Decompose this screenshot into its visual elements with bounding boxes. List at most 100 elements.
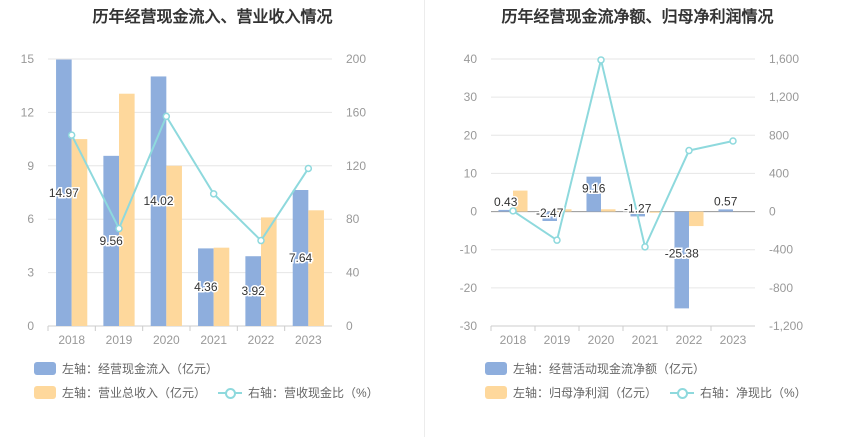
right-chart-panel: 历年经营现金流净额、归母净利润情况 -30 -20 -10 0 10 20 30 40 -1,2… [425, 0, 850, 437]
left-legend-bar2[interactable]: 左轴：营业总收入（亿元） [34, 384, 206, 401]
right-bar-series1 [542, 211, 557, 221]
legend-swatch-orange [485, 386, 507, 399]
right-legend-bar1[interactable]: 左轴：经营活动现金流净额（亿元） [485, 360, 705, 377]
left-legend-bar1[interactable]: 左轴：经营现金流入（亿元） [34, 360, 218, 377]
left-line-point [209, 190, 218, 198]
right-chart-title: 历年经营现金流净额、归母净利润情况 [501, 9, 774, 26]
right-data-label: -1.27 [624, 201, 652, 215]
right-legend-line[interactable]: 右轴：净现比（%） [670, 384, 807, 401]
right-data-label: 0.43 [494, 195, 518, 209]
right-bar-series2 [645, 211, 660, 213]
left-data-label: 3.92 [242, 284, 266, 298]
right-left-tick-label: 40 [464, 52, 478, 66]
left-legend-bar1-label: 左轴：经营现金流入（亿元） [62, 362, 219, 376]
right-left-tick-label: 20 [464, 128, 478, 142]
left-right-tick-label: 0 [346, 319, 353, 333]
right-left-tick-label: -20 [460, 281, 478, 295]
right-legend-line-label: 右轴：净现比（%） [700, 386, 807, 400]
left-bar-series2 [261, 217, 277, 326]
right-line-series [512, 59, 734, 250]
legend-line-marker-icon [218, 386, 242, 399]
left-bar-series1 [150, 76, 167, 326]
right-x-tick-label: 2022 [676, 333, 703, 347]
left-line-point [67, 131, 76, 139]
left-bar-series1 [103, 155, 119, 326]
legend-swatch-blue [485, 362, 507, 375]
right-x-tick-label: 2021 [632, 333, 659, 347]
left-bar-series1 [245, 256, 261, 326]
left-x-tick-label: 2021 [200, 333, 227, 347]
left-bar-series2 [71, 139, 88, 326]
right-left-tick-label: 0 [470, 205, 477, 219]
left-x-tick-label: 2019 [106, 333, 133, 347]
left-legend-line-label: 右轴：营收现金比（%） [248, 386, 379, 400]
right-bar-series2 [689, 211, 704, 227]
right-left-tick-label: -10 [460, 243, 478, 257]
right-right-tick-label: -400 [769, 243, 793, 257]
right-line-point [597, 56, 605, 64]
right-data-label: 9.16 [582, 182, 606, 196]
left-data-label: 14.02 [144, 194, 174, 208]
left-left-tick-label: 9 [27, 159, 34, 173]
left-line-point [162, 112, 171, 121]
right-legend-bar2-label: 左轴：归母净利润（亿元） [513, 386, 658, 400]
right-x-tick-label: 2020 [588, 333, 615, 347]
right-x-tick-label: 2023 [720, 333, 747, 347]
left-bar-series2 [308, 210, 324, 326]
left-data-label: 9.56 [100, 234, 124, 248]
left-line-point [257, 236, 265, 245]
right-data-label: 0.57 [714, 194, 738, 208]
left-data-label: 14.97 [49, 186, 79, 200]
left-x-tick-label: 2023 [295, 333, 322, 347]
left-chart-plot: 0 3 6 9 12 15 0 40 80 120 160 200 2018 2019 2020 2021 20… [21, 52, 367, 347]
right-bar-series2 [601, 209, 616, 212]
right-right-tick-label: 0 [769, 205, 776, 219]
left-bar-series2 [166, 165, 182, 326]
right-x-tick-label: 2019 [544, 333, 571, 347]
right-line-point [685, 146, 693, 155]
right-left-tick-label: 30 [464, 90, 478, 104]
right-line-point [729, 137, 737, 145]
left-bar-series1 [56, 59, 72, 327]
left-left-tick-label: 0 [27, 319, 34, 333]
right-legend-bar1-label: 左轴：经营活动现金流净额（亿元） [513, 362, 706, 376]
right-data-label: -2.47 [536, 206, 564, 220]
left-right-tick-label: 40 [346, 266, 360, 280]
left-left-tick-label: 12 [21, 105, 35, 119]
left-chart-panel: 历年经营现金流入、营业收入情况 0 3 6 9 12 15 0 40 80 120 160 200 20… [21, 9, 379, 401]
right-bar-series1 [674, 211, 689, 309]
left-x-tick-label: 2022 [248, 333, 275, 347]
right-chart-plot: -30 -20 -10 0 10 20 30 40 -1,200 -800 -400 0 400 800 1… [460, 52, 804, 347]
left-data-label: 7.64 [289, 251, 313, 265]
left-line-series [70, 114, 310, 243]
left-data-label: 4.36 [194, 280, 218, 294]
right-bar-series1 [498, 209, 513, 212]
right-line-point [641, 243, 649, 251]
right-right-tick-label: 400 [769, 166, 789, 180]
right-legend-bar2[interactable]: 左轴：归母净利润（亿元） [485, 384, 657, 401]
right-bar-series1 [586, 176, 601, 212]
left-bar-series2 [213, 247, 230, 326]
left-right-tick-label: 120 [346, 159, 366, 173]
left-right-tick-label: 200 [346, 52, 366, 66]
left-right-tick-label: 160 [346, 105, 366, 119]
right-right-tick-label: 800 [769, 128, 789, 142]
legend-swatch-orange [34, 386, 56, 399]
right-left-tick-label: -30 [460, 319, 478, 333]
left-line-point [304, 164, 313, 173]
right-x-tick-label: 2018 [500, 333, 527, 347]
right-right-tick-label: 1,600 [769, 52, 799, 66]
left-left-tick-label: 3 [27, 266, 34, 280]
left-legend-line[interactable]: 右轴：营收现金比（%） [218, 384, 379, 401]
left-legend-bar2-label: 左轴：营业总收入（亿元） [62, 386, 207, 400]
right-line-point [553, 236, 561, 244]
left-chart-title: 历年经营现金流入、营业收入情况 [92, 9, 333, 26]
left-x-tick-label: 2020 [153, 333, 180, 347]
right-data-label: -25.38 [665, 247, 699, 261]
right-bar-series2 [513, 190, 528, 212]
left-line-point [115, 224, 123, 233]
right-left-tick-label: 10 [464, 166, 478, 180]
left-left-tick-label: 15 [21, 52, 35, 66]
left-bar-series1 [292, 190, 309, 326]
left-x-tick-label: 2018 [58, 333, 85, 347]
